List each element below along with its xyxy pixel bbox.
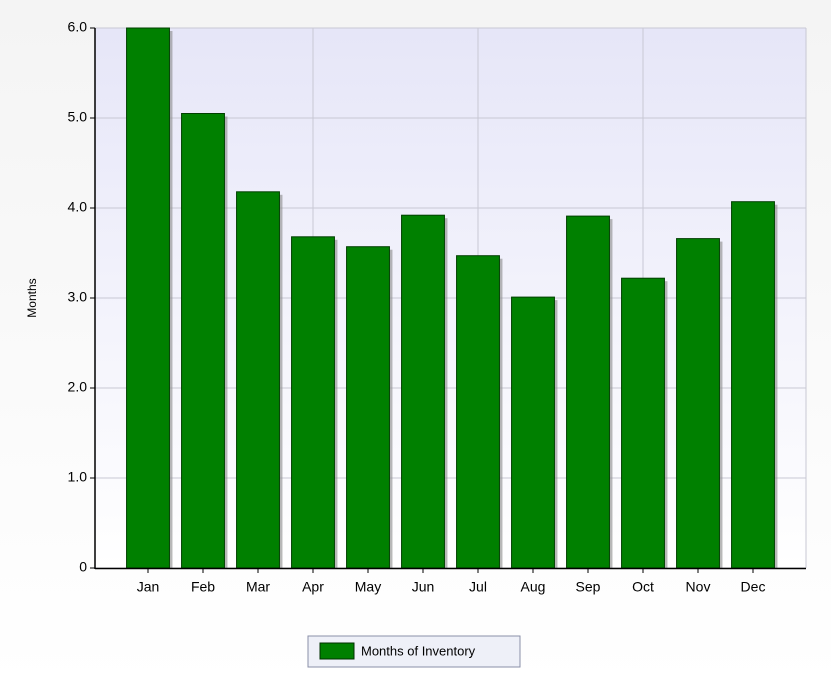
x-tick-label: Dec <box>741 579 766 595</box>
y-tick-label: 0 <box>79 559 87 575</box>
y-tick-label: 3.0 <box>68 289 88 305</box>
bar <box>621 277 665 569</box>
bar <box>346 246 390 569</box>
y-axis-label: Months <box>25 278 39 317</box>
x-tick-label: Jun <box>412 579 435 595</box>
x-tick-label: Feb <box>191 579 215 595</box>
y-tick-label: 4.0 <box>68 199 88 215</box>
legend-label: Months of Inventory <box>361 643 476 658</box>
bar <box>181 113 225 569</box>
x-tick-label: Oct <box>632 579 654 595</box>
y-tick-label: 2.0 <box>68 379 88 395</box>
legend: Months of Inventory <box>307 635 521 668</box>
bar <box>731 201 775 569</box>
bar <box>676 238 720 569</box>
bar <box>511 296 555 569</box>
bar <box>126 27 170 569</box>
x-tick-label: Jul <box>469 579 487 595</box>
y-tick-label: 5.0 <box>68 109 88 125</box>
labels: 0 1.0 2.0 3.0 4.0 5.0 6.0 Jan Feb Mar Apr May Jun Jul… <box>68 19 766 595</box>
bar <box>566 215 610 569</box>
x-tick-label: May <box>355 579 381 595</box>
x-tick-label: Aug <box>521 579 546 595</box>
y-tick-label: 1.0 <box>68 469 88 485</box>
x-tick-label: Sep <box>576 579 601 595</box>
legend-swatch <box>319 642 355 660</box>
bar <box>401 214 445 569</box>
y-tick-label: 6.0 <box>68 19 88 35</box>
x-tick-label: Jan <box>137 579 160 595</box>
x-tick-label: Nov <box>686 579 711 595</box>
bar <box>291 236 335 569</box>
bars <box>126 27 778 569</box>
x-tick-label: Mar <box>246 579 270 595</box>
bar <box>236 191 280 569</box>
bar <box>456 255 500 569</box>
x-tick-label: Apr <box>302 579 324 595</box>
